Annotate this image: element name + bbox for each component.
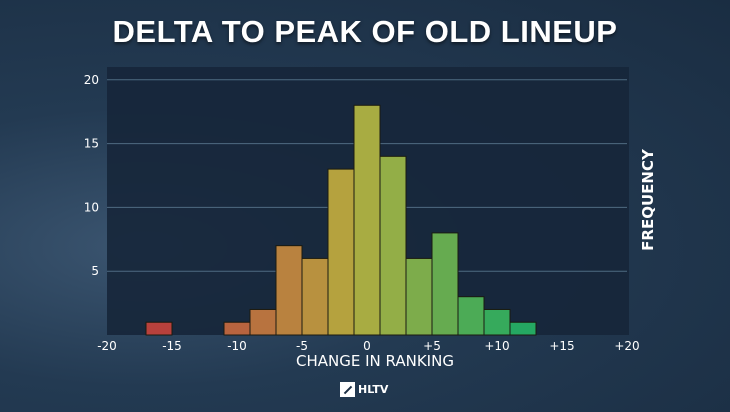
histogram-bar: [223, 321, 251, 336]
histogram-bar: [379, 155, 407, 336]
x-tick-label: +5: [423, 339, 441, 353]
x-tick-label: -10: [227, 339, 247, 353]
histogram-bar: [145, 321, 173, 336]
y-tick-label: 15: [84, 137, 99, 151]
y-tick-label: 10: [84, 200, 99, 214]
x-tick-label: -5: [296, 339, 308, 353]
histogram-bar: [353, 104, 381, 336]
histogram-bar: [509, 321, 537, 336]
histogram-bar: [431, 232, 459, 336]
histogram-bar: [457, 296, 485, 336]
hltv-logo: HLTV: [340, 382, 388, 397]
histogram-bar: [301, 257, 329, 336]
hltv-logo-text: HLTV: [358, 383, 389, 396]
y-tick-label: 20: [84, 73, 99, 87]
y-axis-label: FREQUENCY: [639, 149, 657, 251]
histogram-bar: [483, 308, 511, 336]
x-tick-label: +20: [614, 339, 639, 353]
x-tick-label: +10: [484, 339, 509, 353]
x-tick-label: -15: [162, 339, 182, 353]
y-tick-label: 5: [91, 264, 99, 278]
x-tick-label: +15: [549, 339, 574, 353]
hltv-logo-icon: [340, 382, 355, 397]
histogram-bar: [405, 257, 433, 336]
histogram-bar: [327, 168, 355, 336]
histogram-bar: [249, 308, 277, 336]
x-tick-label: 0: [363, 339, 371, 353]
chart-title: DELTA TO PEAK OF OLD LINEUP: [112, 14, 618, 49]
x-tick-label: -20: [97, 339, 117, 353]
x-axis-label: CHANGE IN RANKING: [296, 352, 454, 370]
histogram-bar: [275, 245, 303, 336]
